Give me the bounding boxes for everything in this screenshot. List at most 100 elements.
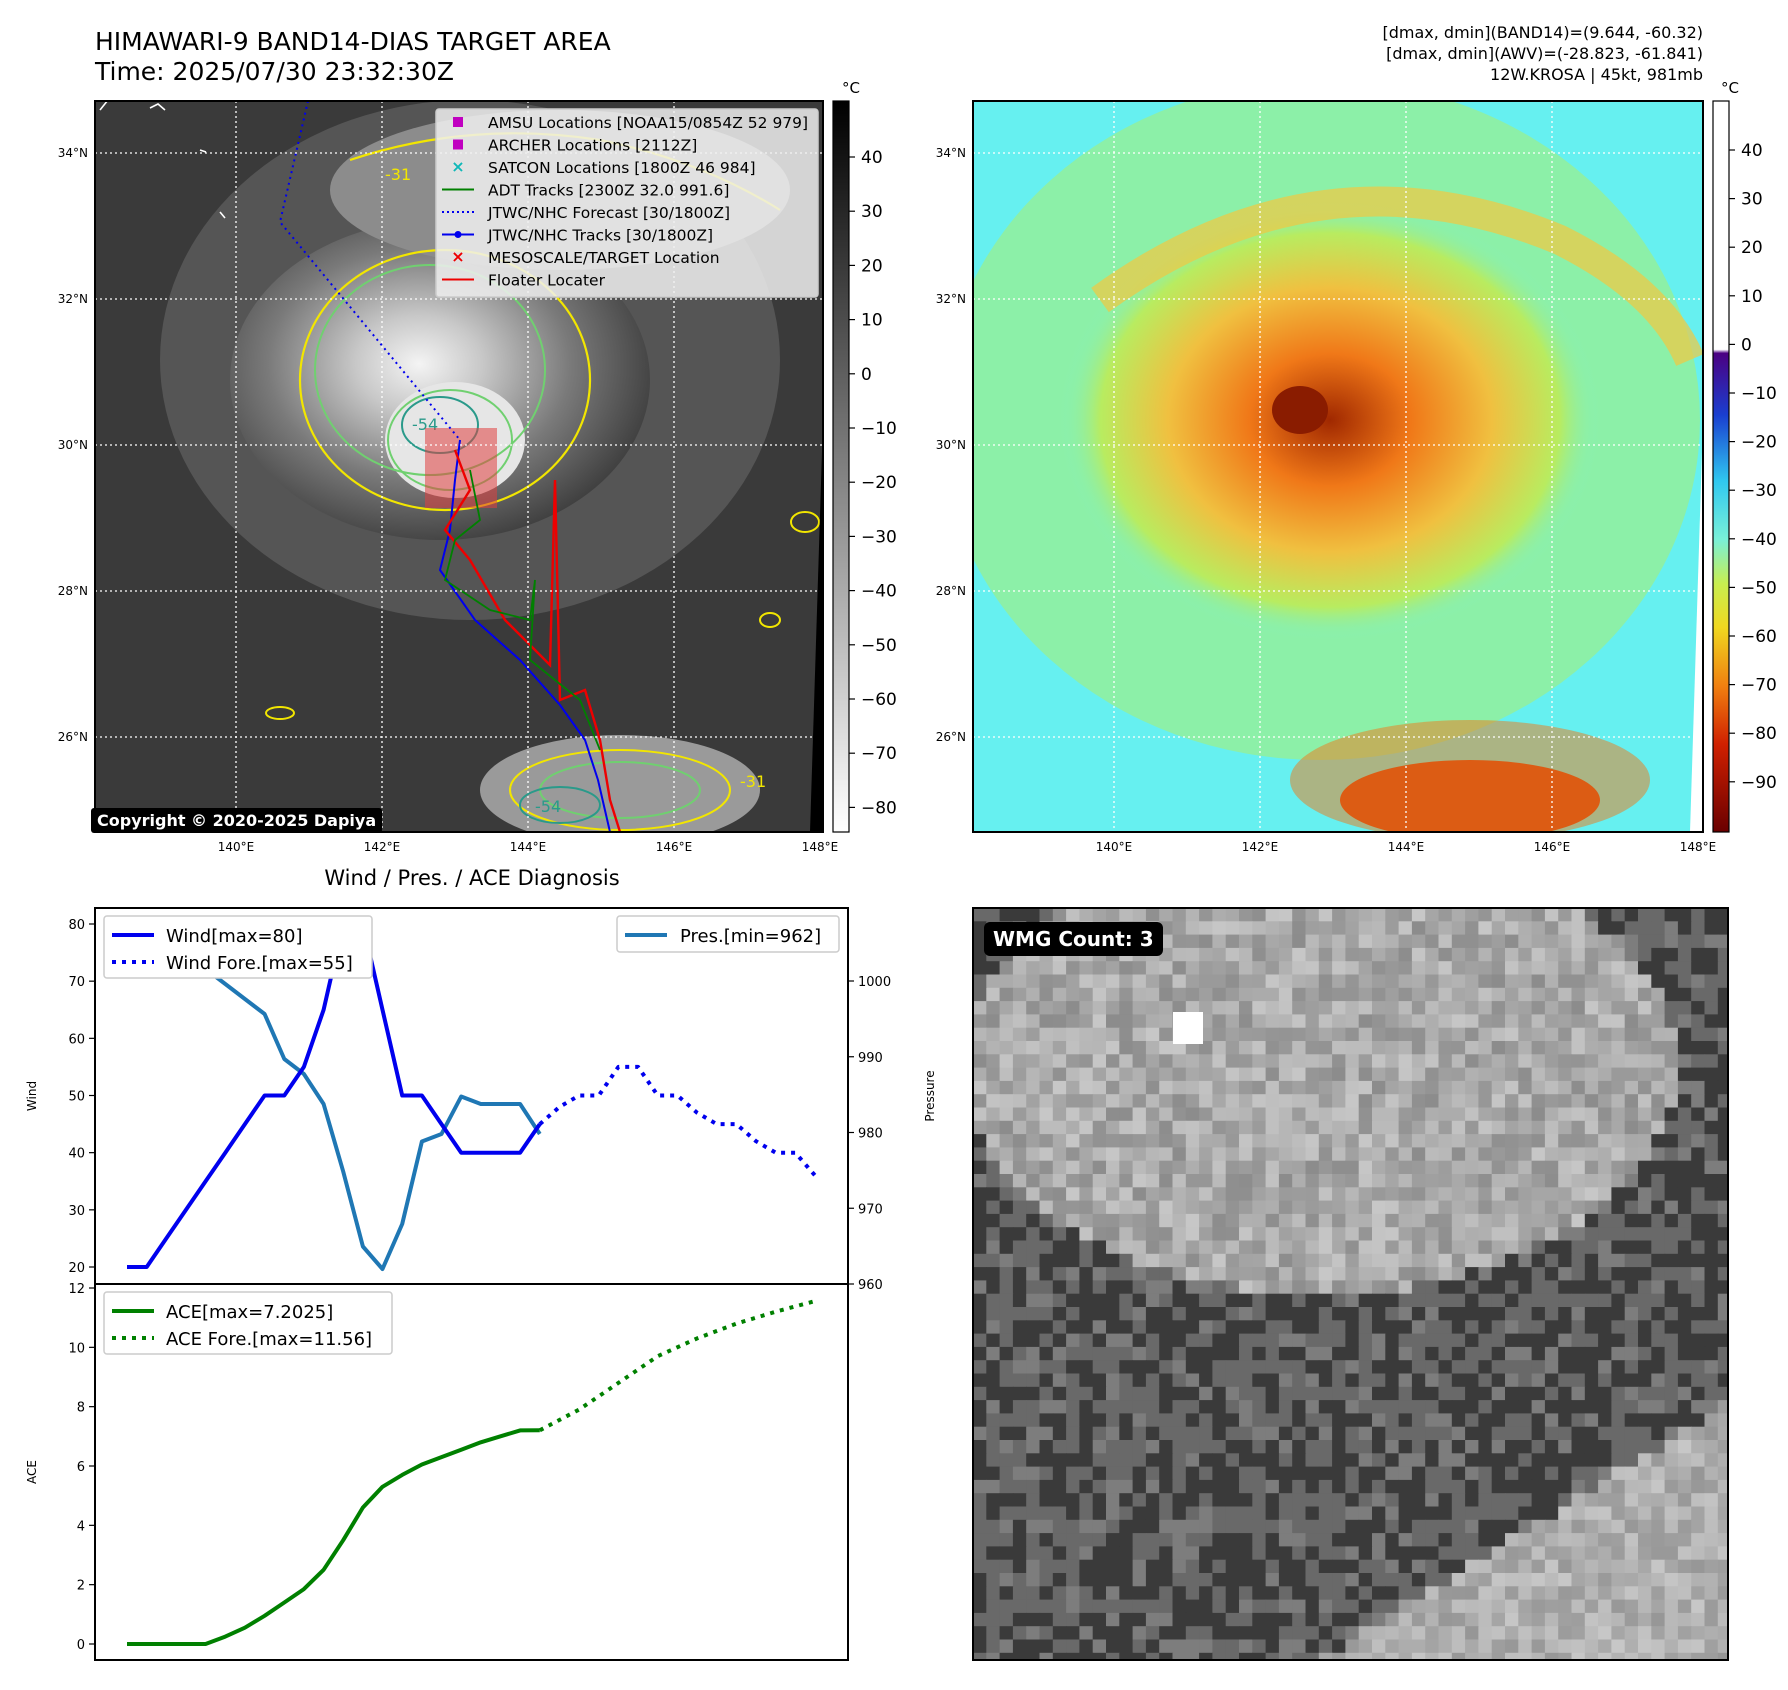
wmg-pixel bbox=[1691, 1001, 1706, 1015]
wmg-pixel bbox=[1717, 1466, 1728, 1481]
wmg-pixel bbox=[1505, 1346, 1519, 1361]
wmg-pixel bbox=[1558, 1041, 1573, 1055]
wmg-pixel bbox=[1717, 1639, 1728, 1654]
wmg-pixel bbox=[1558, 1280, 1573, 1295]
wmg-pixel bbox=[1398, 1320, 1413, 1335]
wmg-pixel bbox=[1651, 961, 1666, 976]
wmg-pixel bbox=[1106, 1612, 1120, 1627]
wmg-pixel bbox=[1465, 1293, 1479, 1308]
wmg-pixel bbox=[1239, 1479, 1253, 1494]
wmg-pixel bbox=[1571, 1373, 1586, 1388]
wmg-pixel bbox=[1012, 1599, 1027, 1614]
colorbar-tick-label: 30 bbox=[1741, 190, 1763, 210]
wmg-pixel bbox=[1704, 1320, 1719, 1335]
wmg-pixel bbox=[1066, 1067, 1080, 1082]
wmg-pixel bbox=[1451, 1440, 1466, 1454]
wmg-pixel bbox=[1385, 1639, 1400, 1654]
ace-ylabel: ACE bbox=[25, 1460, 39, 1484]
wmg-pixel bbox=[1358, 1320, 1373, 1335]
wmg-pixel bbox=[1544, 1041, 1559, 1055]
wmg-pixel bbox=[1598, 1174, 1612, 1188]
wmg-pixel bbox=[1132, 1479, 1147, 1494]
wmg-pixel bbox=[1717, 1612, 1728, 1627]
wmg-pixel bbox=[1066, 1014, 1080, 1029]
wmg-pixel bbox=[1465, 1307, 1479, 1321]
wmg-pixel bbox=[1332, 1187, 1346, 1202]
wmg-pixel bbox=[1531, 974, 1546, 989]
wmg-pixel bbox=[1651, 1652, 1666, 1660]
wmg-pixel bbox=[1531, 1080, 1546, 1095]
wmg-pixel bbox=[1704, 934, 1719, 949]
wmg-pixel bbox=[1225, 1001, 1240, 1015]
wmg-pixel bbox=[1212, 1453, 1227, 1468]
wmg-pixel bbox=[1119, 1094, 1134, 1109]
wmg-pixel bbox=[1584, 1280, 1599, 1295]
wmg-pixel bbox=[1611, 947, 1626, 962]
wmg-pixel bbox=[1691, 1320, 1706, 1335]
wmg-pixel bbox=[1664, 1626, 1679, 1641]
wmg-pixel bbox=[1571, 1519, 1586, 1534]
wmg-pixel bbox=[1292, 1041, 1307, 1055]
wmg-pixel bbox=[999, 1373, 1014, 1388]
wmg-pixel bbox=[1199, 1213, 1213, 1228]
wmg-pixel bbox=[1345, 1533, 1360, 1547]
wmg-pixel bbox=[1571, 1546, 1586, 1561]
wmg-pixel bbox=[1531, 1227, 1546, 1242]
wmg-pixel bbox=[1611, 1120, 1626, 1135]
wmg-pixel bbox=[1438, 1213, 1453, 1228]
wmg-pixel bbox=[1159, 1466, 1174, 1481]
axis-tick-label: 40 bbox=[68, 1147, 85, 1162]
wmg-pixel bbox=[1159, 1360, 1174, 1375]
wmg-pixel bbox=[1491, 1014, 1506, 1029]
wmg-pixel bbox=[1425, 1333, 1440, 1348]
wmg-pixel bbox=[1185, 1346, 1200, 1361]
wmg-pixel bbox=[1225, 1014, 1240, 1029]
axis-tick-label: 960 bbox=[858, 1278, 883, 1293]
wmg-pixel bbox=[1558, 1187, 1573, 1202]
wmg-pixel bbox=[1305, 1626, 1320, 1641]
wmg-pixel bbox=[1092, 1160, 1107, 1175]
wmg-pixel bbox=[1518, 1493, 1533, 1508]
wmg-pixel bbox=[1292, 1014, 1307, 1029]
wmg-pixel bbox=[1119, 1626, 1134, 1641]
wmg-pixel bbox=[1451, 974, 1466, 989]
wmg-pixel bbox=[1611, 1293, 1626, 1308]
wmg-pixel bbox=[1358, 1014, 1373, 1029]
wmg-pixel bbox=[1239, 1080, 1253, 1095]
wmg-pixel bbox=[1691, 1041, 1706, 1055]
wmg-pixel bbox=[1358, 1479, 1373, 1494]
wmg-pixel bbox=[1558, 1067, 1573, 1082]
wmg-pixel bbox=[1239, 1280, 1253, 1295]
wmg-pixel bbox=[1411, 1014, 1426, 1029]
wmg-pixel bbox=[1106, 1094, 1120, 1109]
wmg-pixel bbox=[1265, 1174, 1280, 1188]
wmg-pixel bbox=[1318, 1187, 1333, 1202]
wmg-pixel bbox=[1651, 1067, 1666, 1082]
wmg-pixel bbox=[1132, 1001, 1147, 1015]
wmg-pixel bbox=[1305, 1320, 1320, 1335]
wmg-pixel bbox=[1106, 1426, 1120, 1441]
wmg-pixel bbox=[1185, 1599, 1200, 1614]
figure-time: Time: 2025/07/30 23:32:30Z bbox=[94, 57, 454, 86]
wmg-pixel bbox=[1664, 1533, 1679, 1547]
wmg-pixel bbox=[1106, 1227, 1120, 1242]
wmg-pixel bbox=[1584, 908, 1599, 922]
wmg-pixel bbox=[1358, 1293, 1373, 1308]
wmg-pixel bbox=[1691, 1493, 1706, 1508]
wmg-pixel bbox=[1411, 1360, 1426, 1375]
wmg-pixel bbox=[1584, 947, 1599, 962]
wmg-pixel bbox=[1026, 1094, 1041, 1109]
wmg-pixel bbox=[1278, 1493, 1293, 1508]
wmg-pixel bbox=[1518, 1426, 1533, 1441]
wmg-pixel bbox=[1292, 1120, 1307, 1135]
wmg-pixel bbox=[1558, 1333, 1573, 1348]
wmg-pixel bbox=[1411, 1546, 1426, 1561]
wmg-pixel bbox=[1638, 1107, 1652, 1122]
wmg-pixel bbox=[1012, 1160, 1027, 1175]
wmg-pixel bbox=[1212, 1360, 1227, 1375]
wmg-pixel bbox=[1425, 1187, 1440, 1202]
wmg-pixel bbox=[1651, 1080, 1666, 1095]
wmg-pixel bbox=[1638, 1160, 1652, 1175]
wmg-pixel bbox=[1691, 1599, 1706, 1614]
wmg-pixel bbox=[1451, 1479, 1466, 1494]
